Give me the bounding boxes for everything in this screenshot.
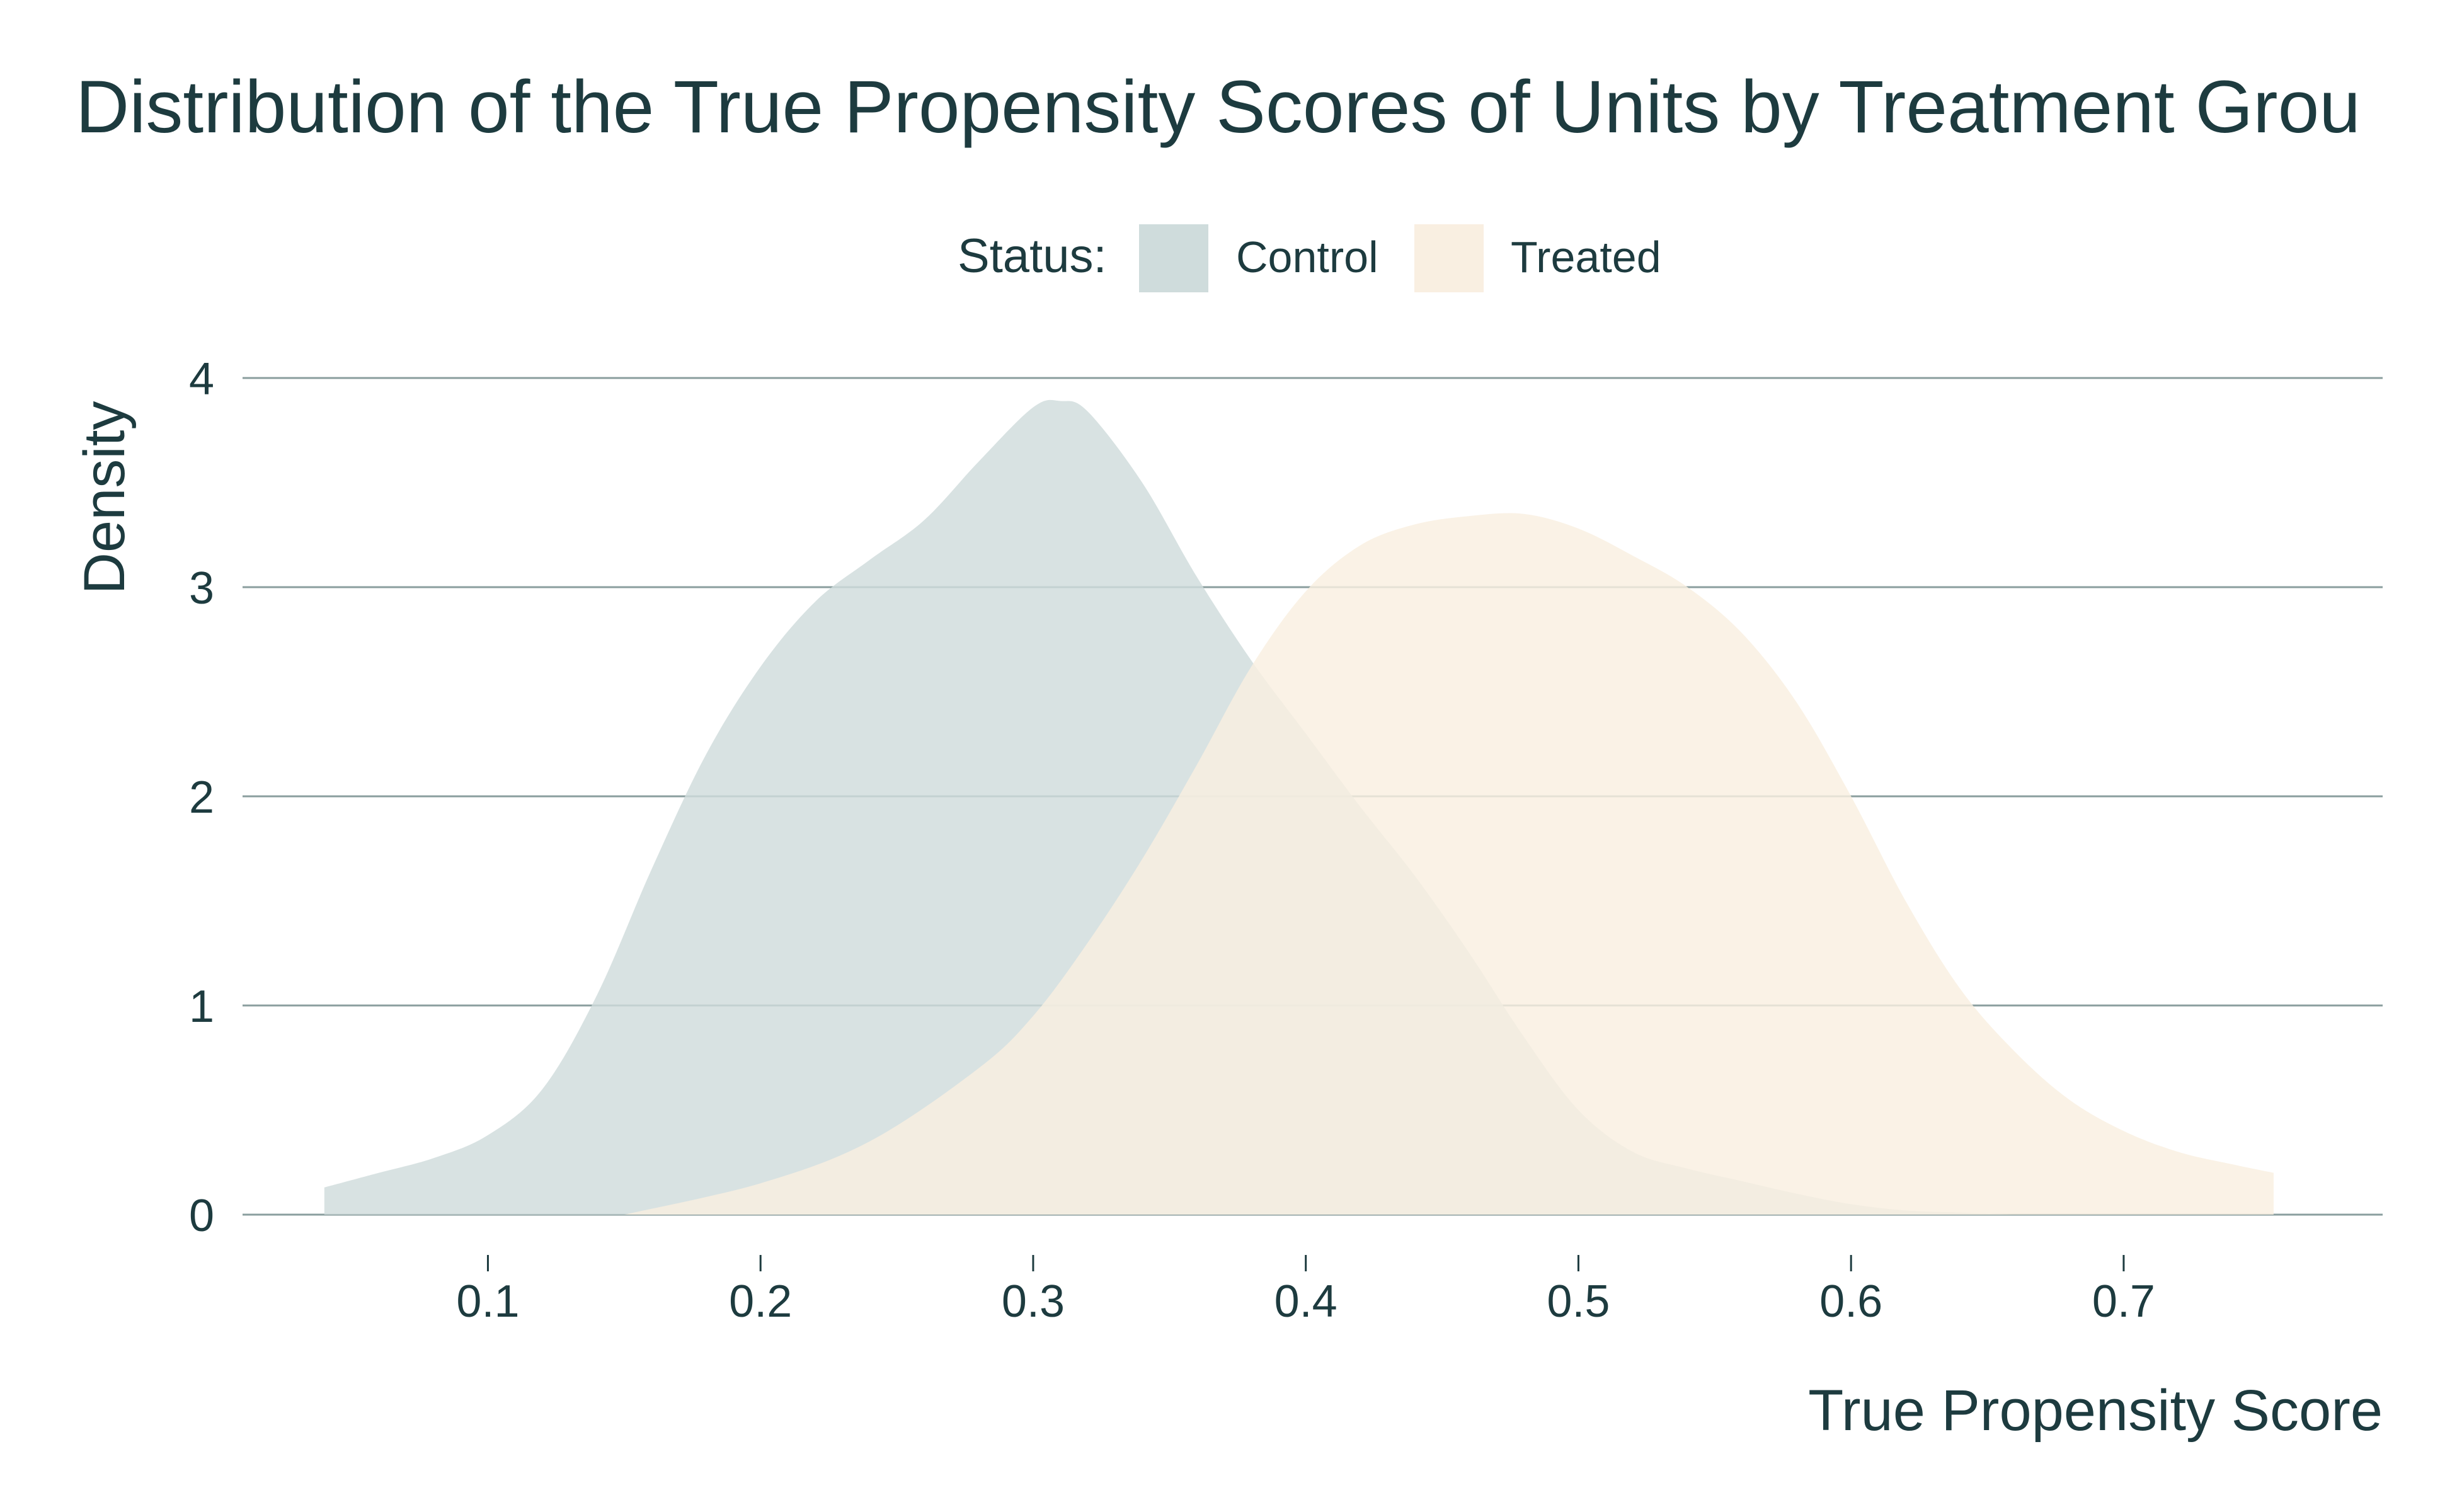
x-axis-ticks: 0.1 0.2 0.3 0.4 0.5 0.6 0.7 — [456, 1255, 2155, 1327]
y-tick-label: 2 — [189, 772, 214, 823]
y-axis-label: Density — [72, 401, 137, 595]
density-area-control — [324, 399, 2015, 1215]
chart-title: Distribution of the True Propensity Scor… — [76, 66, 2361, 149]
legend-title: Status: — [958, 229, 1107, 283]
x-tick-label: 0.2 — [729, 1276, 792, 1327]
legend: Status: Control Treated — [958, 224, 1661, 292]
x-tick-label: 0.1 — [456, 1276, 519, 1327]
y-tick-label: 1 — [189, 982, 214, 1032]
x-tick-label: 0.3 — [1002, 1276, 1065, 1327]
x-tick-label: 0.4 — [1274, 1276, 1337, 1327]
y-tick-label: 0 — [189, 1191, 214, 1241]
legend-label-control: Control — [1236, 232, 1378, 282]
x-tick-label: 0.7 — [2092, 1276, 2155, 1327]
density-areas — [324, 399, 2274, 1215]
legend-label-treated: Treated — [1511, 232, 1661, 282]
legend-key-control — [1139, 224, 1208, 292]
legend-key-treated — [1414, 224, 1484, 292]
x-tick-label: 0.6 — [1819, 1276, 1882, 1327]
y-tick-label: 3 — [189, 563, 214, 614]
x-tick-label: 0.5 — [1547, 1276, 1610, 1327]
y-axis-ticks: 0 1 2 3 4 — [189, 354, 214, 1241]
density-area-treated — [624, 513, 2274, 1215]
y-tick-label: 4 — [189, 354, 214, 404]
x-axis-label: True Propensity Score — [1808, 1378, 2383, 1443]
